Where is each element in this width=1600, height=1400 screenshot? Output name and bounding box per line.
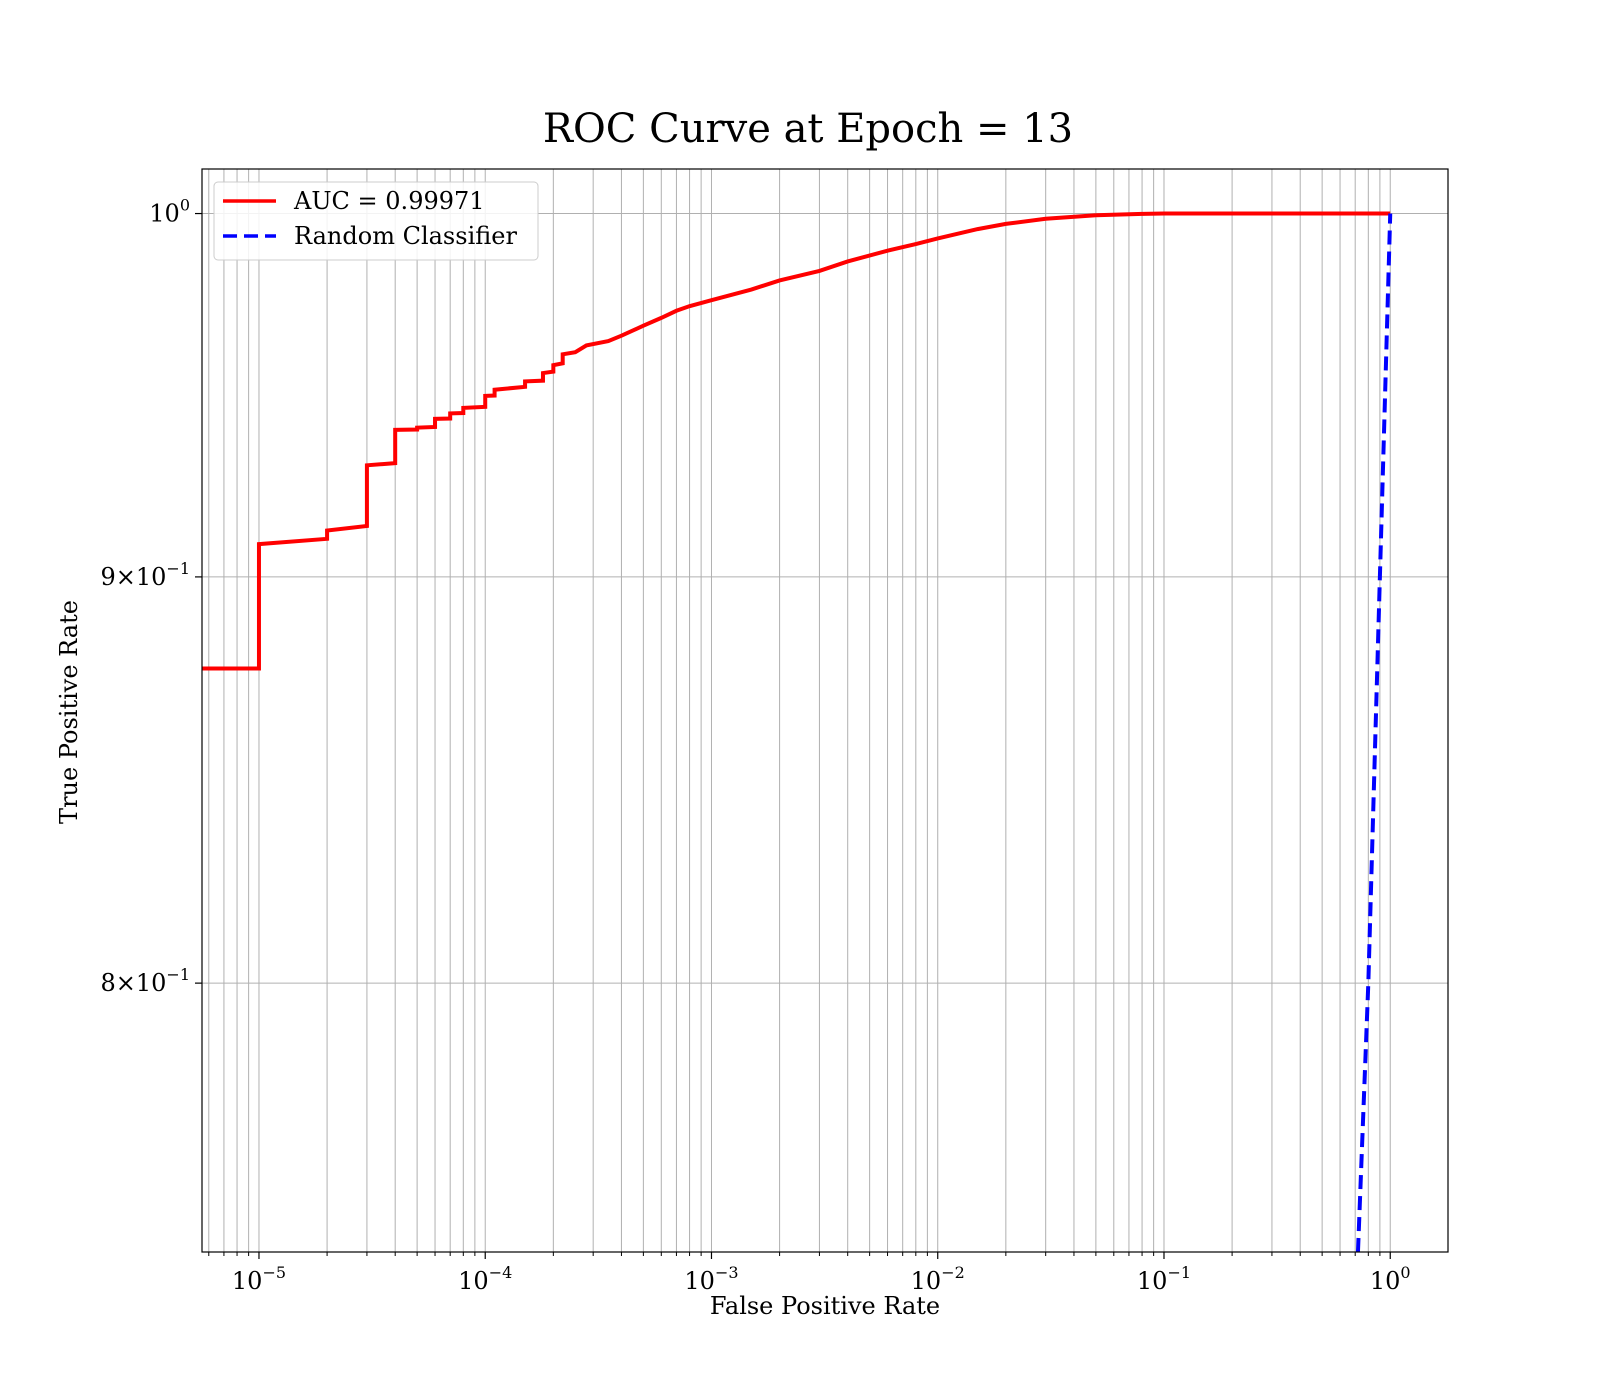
- legend: AUC = 0.99971 Random Classifier: [213, 181, 539, 261]
- y-axis-label: True Positive Rate: [55, 600, 83, 824]
- x-tick-label: 10−3: [684, 1263, 738, 1295]
- x-tick-label: 10−1: [1137, 1263, 1191, 1295]
- chart-title: ROC Curve at Epoch = 13: [543, 106, 1073, 152]
- y-tick-label: 9×10−1: [100, 559, 190, 591]
- plot-frame: [201, 168, 1449, 1253]
- x-axis-label: False Positive Rate: [710, 1292, 940, 1320]
- legend-label-random: Random Classifier: [294, 222, 517, 250]
- series-layer: [202, 211, 1393, 1252]
- y-axis-ticks: 100 9×10−1 8×10−1: [100, 196, 202, 997]
- random-classifier-line: [1355, 213, 1393, 1252]
- x-axis-ticks: 10−5 10−4 10−3 10−2 10−1 100: [208, 1252, 1411, 1295]
- legend-box: [213, 181, 539, 261]
- grid-lines: [202, 169, 1448, 1252]
- x-tick-label: 10−2: [911, 1263, 965, 1295]
- legend-label-auc: AUC = 0.99971: [293, 187, 485, 215]
- x-tick-label: 100: [1370, 1263, 1411, 1295]
- x-tick-label: 10−4: [458, 1263, 512, 1295]
- y-tick-label: 100: [149, 196, 190, 228]
- x-tick-label: 10−5: [232, 1263, 286, 1295]
- roc-curve-line: [202, 211, 1391, 671]
- y-tick-label: 8×10−1: [100, 965, 190, 997]
